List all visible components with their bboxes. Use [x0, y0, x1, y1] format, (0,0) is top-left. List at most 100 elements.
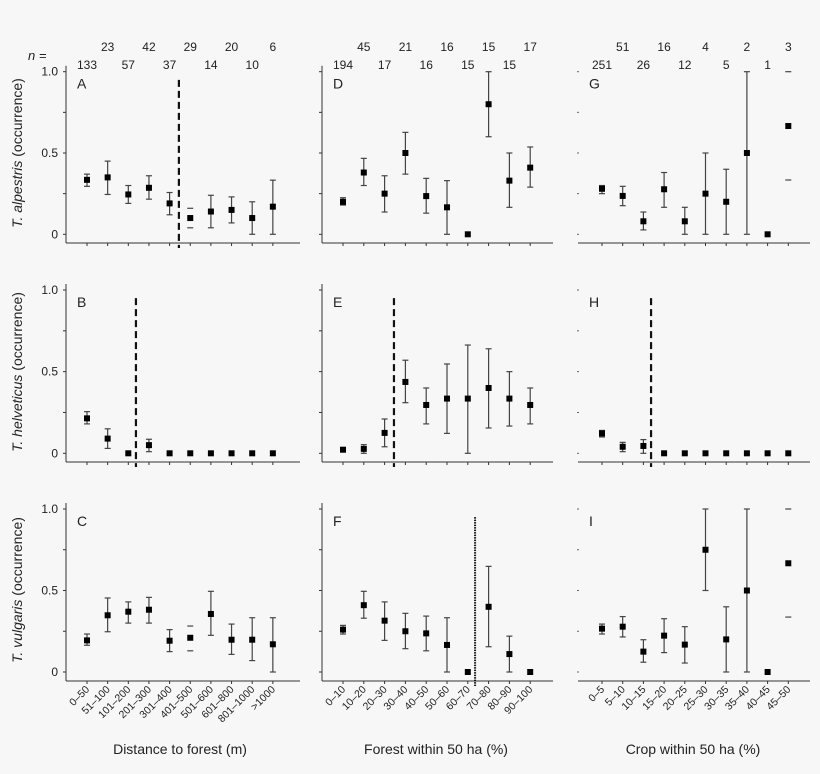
panel-label: C	[77, 513, 87, 529]
data-point	[619, 443, 626, 450]
n-count-label: 1	[764, 58, 771, 72]
n-count-label: 51	[616, 40, 630, 54]
n-count-label: 3	[785, 40, 792, 54]
n-count-label: 26	[637, 58, 651, 72]
n-count-label: 6	[270, 40, 277, 54]
data-point	[619, 192, 626, 199]
y-axis-title-row1: T. alpestris (occurrence)	[9, 78, 25, 228]
y-tick-label: 1.0	[41, 283, 58, 297]
n-count-label: 17	[378, 58, 392, 72]
n-count-label: 16	[420, 58, 434, 72]
data-point	[207, 450, 214, 457]
data-point	[681, 450, 688, 457]
data-point	[702, 450, 709, 457]
panel-label: A	[77, 76, 87, 92]
panel-label: G	[589, 76, 600, 92]
data-point	[743, 150, 750, 156]
data-point	[661, 450, 668, 457]
data-point	[360, 445, 367, 452]
n-count-label: 15	[482, 40, 496, 54]
data-point	[249, 215, 256, 222]
data-point	[145, 606, 152, 613]
data-point	[743, 450, 750, 457]
data-point	[402, 150, 409, 156]
n-count-label: 12	[678, 58, 692, 72]
panel-label: F	[333, 513, 342, 529]
data-point	[125, 450, 132, 457]
data-point	[681, 218, 688, 225]
panel-C: 1.0 0.5 0 C	[41, 502, 300, 684]
y-tick-label: 0	[51, 227, 58, 241]
n-count-label: 251	[592, 58, 612, 72]
data-point	[340, 198, 346, 205]
data-point	[187, 634, 194, 641]
y-tick-label: 0.5	[41, 365, 58, 379]
x-axis-title-distance: Distance to forest (m)	[113, 741, 247, 757]
data-point	[444, 395, 450, 402]
data-point	[381, 617, 388, 624]
n-count-label: 10	[246, 58, 260, 72]
data-point	[381, 429, 388, 436]
n-count-label: 2	[744, 40, 751, 54]
data-point	[640, 648, 647, 655]
panel-label: H	[589, 294, 599, 310]
data-point	[84, 415, 90, 422]
data-point	[599, 430, 605, 437]
data-point	[381, 190, 388, 197]
data-point	[599, 185, 605, 192]
data-point	[423, 401, 430, 408]
y-tick-label: 0.5	[41, 146, 58, 160]
data-point	[640, 442, 647, 449]
data-point	[125, 191, 132, 198]
panel-label: D	[333, 76, 343, 92]
data-point	[681, 641, 688, 648]
data-point	[485, 384, 492, 391]
data-point	[166, 637, 173, 644]
data-point	[228, 450, 235, 457]
data-point	[527, 669, 534, 675]
data-point	[723, 636, 730, 643]
data-point	[423, 193, 430, 200]
n-count-label: 29	[184, 40, 198, 54]
n-count-label: 16	[440, 40, 454, 54]
data-point	[249, 636, 256, 643]
n-count-label: 21	[399, 40, 413, 54]
panel-I: I	[577, 508, 810, 684]
data-point	[764, 669, 771, 675]
data-point	[506, 177, 513, 184]
data-point	[444, 204, 450, 211]
data-point	[402, 628, 409, 635]
data-point	[207, 610, 214, 617]
n-count-label: 57	[122, 58, 136, 72]
panel-H: H	[577, 289, 810, 467]
data-point	[661, 186, 668, 193]
data-point	[360, 602, 367, 609]
data-point	[661, 632, 668, 639]
data-point	[702, 190, 709, 197]
data-point	[527, 401, 534, 408]
y-tick-label: 1.0	[41, 65, 58, 79]
panel-F: F	[319, 503, 553, 686]
data-point	[340, 446, 346, 453]
y-tick-label: 0.5	[41, 584, 58, 598]
data-point	[187, 215, 194, 222]
data-point	[464, 395, 471, 402]
data-point	[527, 164, 534, 171]
data-point	[84, 176, 90, 183]
n-count-label: 4	[702, 40, 709, 54]
n-count-label: 16	[657, 40, 671, 54]
data-point	[723, 198, 730, 205]
panel-label: B	[77, 294, 86, 310]
n-count-label: 42	[142, 40, 156, 54]
data-point	[187, 450, 194, 457]
data-point	[640, 218, 647, 225]
data-point	[423, 630, 430, 637]
data-point	[269, 450, 276, 457]
data-point	[464, 669, 471, 675]
n-count-label: 20	[225, 40, 239, 54]
data-point	[764, 231, 771, 238]
y-tick-label: 0	[51, 446, 58, 460]
y-axis-title-row2: T. helveticus (occurrence)	[9, 292, 25, 452]
panel-label: E	[333, 294, 342, 310]
